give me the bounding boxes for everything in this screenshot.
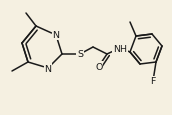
Text: O: O [95, 62, 103, 71]
Text: N: N [52, 31, 60, 40]
Text: F: F [150, 77, 156, 86]
Text: S: S [77, 50, 83, 59]
Text: NH: NH [113, 44, 127, 53]
Text: N: N [45, 64, 51, 73]
